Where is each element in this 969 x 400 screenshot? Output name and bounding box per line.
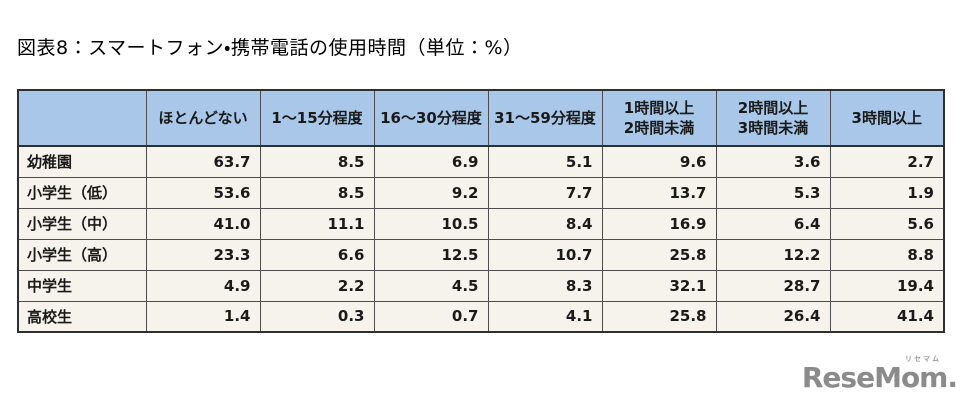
table-cell: 9.6 [601, 145, 717, 178]
row-label: 小学生（低） [17, 176, 147, 209]
table-cell: 26.4 [715, 300, 831, 333]
row-label: 高校生 [17, 300, 147, 333]
table-cell: 6.4 [715, 207, 831, 240]
row-label: 幼稚園 [17, 145, 147, 178]
corner-cell [17, 89, 147, 147]
table-cell: 4.1 [487, 300, 603, 333]
table-cell: 16.9 [601, 207, 717, 240]
table-cell: 3.6 [715, 145, 831, 178]
table-cell: 1.9 [829, 176, 945, 209]
table-cell: 5.1 [487, 145, 603, 178]
col-header-16-30min: 16〜30分程度 [373, 89, 489, 147]
col-header-1-15min: 1〜15分程度 [259, 89, 375, 147]
table-header-row: ほとんどない 1〜15分程度 16〜30分程度 31〜59分程度 1時間以上 2… [17, 89, 945, 147]
table-row-elementary-high: 小学生（高） 23.3 6.6 12.5 10.7 25.8 12.2 8.8 [17, 238, 945, 271]
table-cell: 23.3 [145, 238, 261, 271]
table-cell: 10.5 [373, 207, 489, 240]
table-row-elementary-mid: 小学生（中） 41.0 11.1 10.5 8.4 16.9 6.4 5.6 [17, 207, 945, 240]
table-cell: 0.7 [373, 300, 489, 333]
table-cell: 8.4 [487, 207, 603, 240]
col-header-1-2hour: 1時間以上 2時間未満 [601, 89, 717, 147]
table-cell: 12.5 [373, 238, 489, 271]
table-cell: 25.8 [601, 300, 717, 333]
table-cell: 6.6 [259, 238, 375, 271]
table-row-elementary-low: 小学生（低） 53.6 8.5 9.2 7.7 13.7 5.3 1.9 [17, 176, 945, 209]
table-cell: 2.7 [829, 145, 945, 178]
table-cell: 8.3 [487, 269, 603, 302]
figure-title: 図表8：スマートフォン・携帯電話の使用時間（単位：%） [17, 37, 523, 59]
table-cell: 11.1 [259, 207, 375, 240]
col-header-hotondonai: ほとんどない [145, 89, 261, 147]
table-cell: 6.9 [373, 145, 489, 178]
table-cell: 25.8 [601, 238, 717, 271]
table-cell: 19.4 [829, 269, 945, 302]
logo-wordmark: ReseMom. [801, 361, 958, 394]
col-header-2-3hour: 2時間以上 3時間未満 [715, 89, 831, 147]
row-label: 小学生（中） [17, 207, 147, 240]
table-cell: 0.3 [259, 300, 375, 333]
table-cell: 1.4 [145, 300, 261, 333]
table-cell: 12.2 [715, 238, 831, 271]
table-cell: 28.7 [715, 269, 831, 302]
table-cell: 13.7 [601, 176, 717, 209]
table-cell: 8.8 [829, 238, 945, 271]
table-row-junior-high: 中学生 4.9 2.2 4.5 8.3 32.1 28.7 19.4 [17, 269, 945, 302]
table-row-high-school: 高校生 1.4 0.3 0.7 4.1 25.8 26.4 41.4 [17, 300, 945, 333]
table-cell: 41.4 [829, 300, 945, 333]
table-cell: 5.3 [715, 176, 831, 209]
table-cell: 2.2 [259, 269, 375, 302]
table-cell: 8.5 [259, 145, 375, 178]
table-cell: 10.7 [487, 238, 603, 271]
table-cell: 4.9 [145, 269, 261, 302]
table-cell: 32.1 [601, 269, 717, 302]
row-label: 小学生（高） [17, 238, 147, 271]
table-cell: 8.5 [259, 176, 375, 209]
table-cell: 9.2 [373, 176, 489, 209]
table-row-kindergarten: 幼稚園 63.7 8.5 6.9 5.1 9.6 3.6 2.7 [17, 145, 945, 178]
table-cell: 4.5 [373, 269, 489, 302]
table-cell: 5.6 [829, 207, 945, 240]
table-cell: 53.6 [145, 176, 261, 209]
col-header-31-59min: 31〜59分程度 [487, 89, 603, 147]
col-header-3hour-plus: 3時間以上 [829, 89, 945, 147]
table-cell: 41.0 [145, 207, 261, 240]
usage-time-table: ほとんどない 1〜15分程度 16〜30分程度 31〜59分程度 1時間以上 2… [17, 89, 945, 333]
table-cell: 7.7 [487, 176, 603, 209]
table-cell: 63.7 [145, 145, 261, 178]
row-label: 中学生 [17, 269, 147, 302]
logo-ruby-text: リセマム [905, 355, 941, 363]
resemom-logo: リセマム ReseMom. [801, 355, 958, 394]
